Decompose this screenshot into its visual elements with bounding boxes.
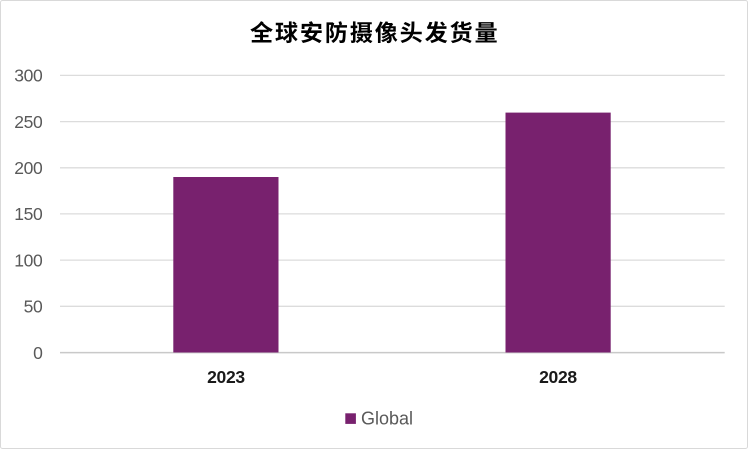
svg-text:300: 300 xyxy=(14,66,43,86)
svg-text:200: 200 xyxy=(14,158,43,178)
svg-text:2028: 2028 xyxy=(539,367,577,387)
svg-text:100: 100 xyxy=(14,250,43,270)
svg-text:50: 50 xyxy=(24,297,43,317)
svg-text:0: 0 xyxy=(33,343,43,363)
svg-text:150: 150 xyxy=(14,204,43,224)
svg-text:Global: Global xyxy=(361,409,413,429)
svg-text:2023: 2023 xyxy=(207,367,245,387)
svg-text:250: 250 xyxy=(14,112,43,132)
